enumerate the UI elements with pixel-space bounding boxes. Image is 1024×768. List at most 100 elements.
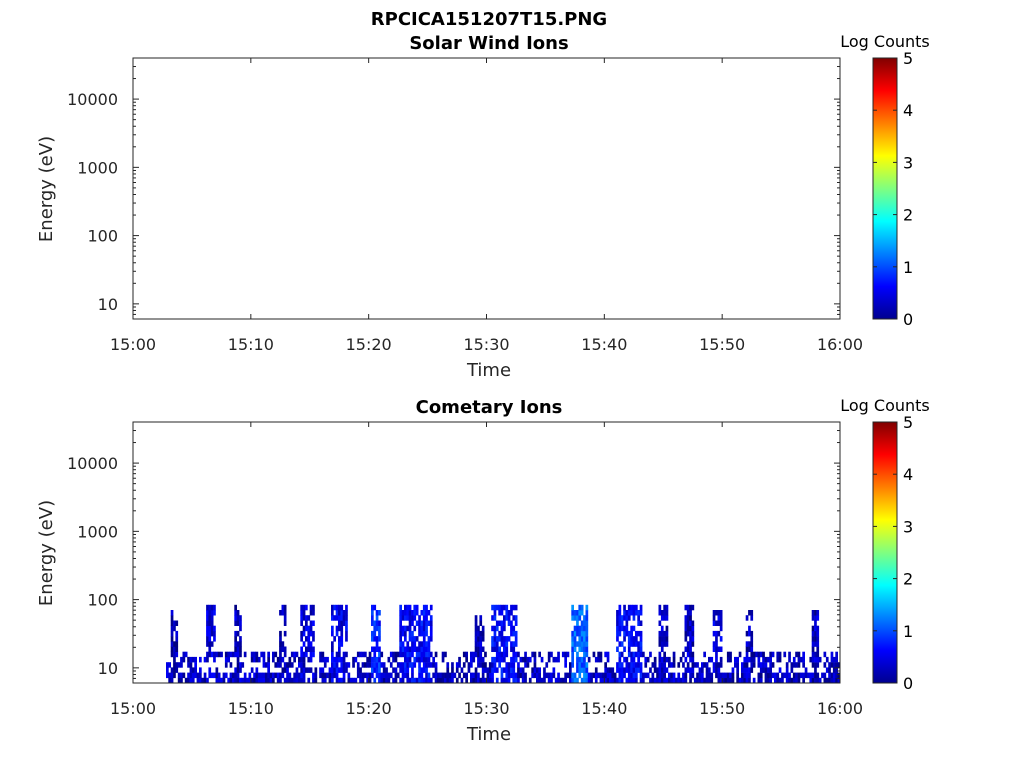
spectrogram-cell (425, 662, 428, 668)
spectrogram-cell (736, 672, 739, 679)
spectrogram-cell (686, 641, 690, 647)
spectrogram-cell (191, 656, 195, 663)
spectrogram-cell (521, 656, 525, 663)
spectrogram-cell (404, 656, 407, 663)
spectrogram-cell (187, 677, 190, 684)
spectrogram-cell (512, 677, 516, 684)
spectrogram-cell (206, 677, 209, 684)
spectrogram-cell (580, 662, 584, 668)
spectrogram-cell (724, 672, 728, 679)
spectrogram-cell (366, 662, 369, 668)
spectrogram-cell (432, 672, 435, 679)
spectrogram-cell (503, 636, 506, 642)
spectrogram-cell (401, 615, 405, 621)
spectrogram-cell (660, 636, 664, 642)
spectrogram-cell (766, 667, 770, 673)
spectrogram-cell (512, 615, 516, 621)
spectrogram-cell (342, 662, 346, 668)
spectrogram-cell (493, 604, 497, 611)
spectrogram-cell (594, 656, 598, 663)
spectrogram-cell (236, 630, 240, 637)
spectrogram-cell (246, 677, 249, 684)
spectrogram-cell (672, 651, 676, 658)
spectrogram-cell (691, 662, 695, 668)
spectrogram-cell (371, 604, 374, 611)
spectrogram-cell (356, 651, 360, 658)
spectrogram-cell (312, 672, 315, 679)
spectrogram-cell (234, 610, 237, 616)
spectrogram-cell (267, 672, 270, 679)
spectrogram-cell (505, 662, 509, 668)
spectrogram-cell (814, 641, 817, 647)
spectrogram-cell (408, 651, 412, 658)
spectrogram-cell (717, 630, 721, 637)
spectrogram-cell (583, 662, 586, 668)
spectrogram-cell (743, 677, 747, 684)
spectrogram-cell (627, 630, 631, 637)
spectrogram-cell (385, 677, 388, 684)
spectrogram-cell (696, 672, 699, 679)
spectrogram-cell (279, 651, 282, 658)
spectrogram-cell (189, 677, 193, 684)
spectrogram-cell (679, 656, 683, 663)
spectrogram-cell (241, 677, 245, 684)
spectrogram-cell (331, 646, 334, 652)
spectrogram-cell (660, 646, 664, 652)
spectrogram-cell (543, 667, 546, 673)
spectrogram-cell (203, 656, 207, 663)
spectrogram-cell (670, 662, 673, 668)
x-tick-label: 15:50 (699, 699, 745, 718)
spectrogram-cell (583, 636, 586, 642)
spectrogram-cell (399, 662, 402, 668)
spectrogram-cell (576, 620, 579, 626)
spectrogram-cell (396, 651, 400, 658)
spectrogram-cell (425, 641, 428, 647)
spectrogram-cell (583, 677, 586, 684)
spectrogram-cell (573, 672, 577, 679)
spectrogram-cell (672, 677, 676, 684)
spectrogram-cell (307, 656, 311, 663)
spectrogram-cell (300, 656, 303, 663)
spectrogram-cell (578, 610, 582, 616)
spectrogram-cell (491, 636, 494, 642)
spectrogram-cell (743, 662, 747, 668)
spectrogram-cell (493, 667, 497, 673)
spectrogram-cell (331, 651, 334, 658)
spectrogram-cell (262, 672, 266, 679)
spectrogram-cell (371, 662, 374, 668)
spectrogram-cell (217, 677, 221, 684)
spectrogram-cell (434, 672, 438, 679)
spectrogram-cell (404, 610, 407, 616)
spectrogram-cell (743, 672, 747, 679)
spectrogram-cell (279, 641, 282, 647)
spectrogram-cell (637, 615, 640, 621)
spectrogram-cell (809, 656, 813, 663)
spectrogram-cell (415, 610, 419, 616)
spectrogram-cell (425, 646, 428, 652)
spectrogram-cell (260, 651, 263, 658)
spectrogram-cell (182, 651, 186, 658)
spectrogram-cell (686, 610, 690, 616)
spectrogram-cell (620, 677, 624, 684)
spectrogram-cell (422, 651, 426, 658)
spectrogram-cell (206, 610, 209, 616)
spectrogram-cell (566, 651, 570, 658)
spectrogram-cell (663, 651, 666, 658)
spectrogram-cell (189, 672, 193, 679)
spectrogram-cell (455, 667, 459, 673)
spectrogram-cell (507, 620, 511, 626)
spectrogram-cell (510, 620, 513, 626)
spectrogram-cell (234, 677, 237, 684)
spectrogram-cell (236, 662, 240, 668)
spectrogram-cell (338, 656, 341, 663)
colorbar-tick-label: 5 (903, 413, 913, 432)
spectrogram-cell (599, 677, 603, 684)
spectrogram-cell (630, 662, 633, 668)
spectrogram-cell (474, 620, 478, 626)
spectrogram-cell (623, 615, 626, 621)
spectrogram-cell (194, 656, 197, 663)
spectrogram-cell (180, 672, 183, 679)
spectrogram-cell (302, 656, 306, 663)
colorbar-tick-label: 2 (903, 206, 913, 225)
spectrogram-cell (406, 677, 410, 684)
